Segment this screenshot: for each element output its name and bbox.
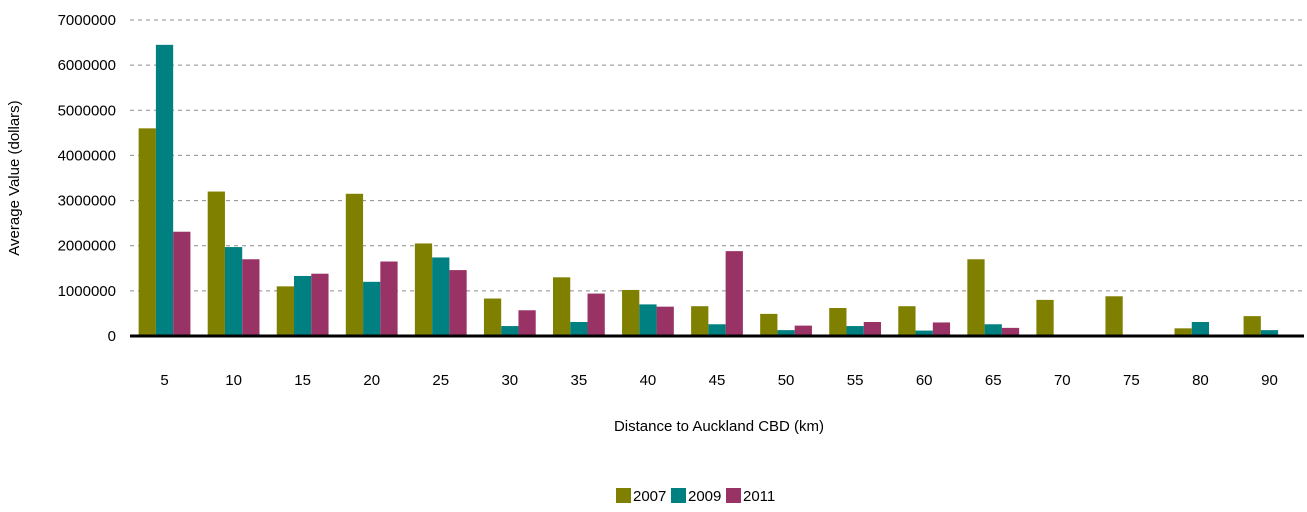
x-tick-label: 75 — [1123, 372, 1140, 389]
bar-2011-20 — [380, 261, 398, 336]
x-tick-label: 70 — [1054, 372, 1071, 389]
y-tick-label: 6000000 — [58, 57, 116, 74]
y-axis-title: Average Value (dollars) — [6, 100, 23, 255]
bar-2009-20 — [363, 281, 381, 336]
legend-label: 2007 — [633, 488, 666, 505]
x-tick-label: 10 — [225, 372, 242, 389]
y-tick-labels: 0 1000000 2000000 3000000 4000000 5000000 6000… — [58, 12, 116, 345]
bar-2007-10 — [207, 191, 225, 336]
x-tick-label: 20 — [363, 372, 380, 389]
bar-2007-25 — [414, 243, 433, 336]
gridlines — [130, 19, 1304, 292]
bar-2009-80 — [1191, 322, 1210, 336]
bar-2007-15 — [276, 286, 295, 336]
x-tick-label: 80 — [1192, 372, 1209, 389]
y-tick-label: 5000000 — [58, 102, 116, 119]
bar-2011-50 — [794, 325, 812, 336]
bar-2007-50 — [760, 313, 778, 336]
y-tick-label: 1000000 — [58, 283, 116, 300]
y-tick-label: 0 — [108, 328, 116, 345]
bar-2009-55 — [846, 326, 864, 336]
bar-2007-5 — [138, 128, 156, 336]
bar-2007-90 — [1243, 316, 1261, 336]
bar-2007-20 — [345, 193, 364, 336]
x-tick-label: 5 — [160, 372, 168, 389]
bar-2007-75 — [1105, 296, 1123, 336]
x-tick-label: 45 — [709, 372, 726, 389]
bar-2007-55 — [829, 308, 847, 336]
bar-2009-50 — [777, 330, 795, 336]
bar-2009-25 — [432, 257, 450, 336]
bar-2009-5 — [155, 44, 174, 336]
bar-2011-5 — [173, 231, 191, 336]
x-tick-label: 90 — [1261, 372, 1278, 389]
y-tick-label: 7000000 — [58, 12, 116, 29]
x-tick-labels: 5 10 15 20 25 30 35 40 45 50 55 60 65 70 75 80 90 — [160, 372, 1277, 389]
x-tick-label: 50 — [778, 372, 795, 389]
x-tick-label: 15 — [294, 372, 311, 389]
y-tick-label: 4000000 — [58, 147, 116, 164]
bar-2011-45 — [725, 251, 743, 336]
y-tick-label: 2000000 — [58, 238, 116, 255]
bar-2007-80 — [1174, 328, 1192, 336]
bar-2011-40 — [656, 306, 674, 336]
x-tick-label: 55 — [847, 372, 864, 389]
bar-2009-90 — [1260, 330, 1279, 336]
bar-2011-65 — [1001, 327, 1020, 336]
bar-2011-15 — [311, 273, 329, 336]
bar-2007-35 — [552, 277, 571, 336]
bar-2011-10 — [242, 259, 260, 336]
bar-2009-35 — [570, 322, 588, 336]
bar-2007-40 — [622, 289, 640, 336]
bar-2011-35 — [587, 293, 605, 336]
bars — [138, 44, 1279, 336]
bar-2007-60 — [898, 306, 916, 336]
legend-swatch-2007 — [616, 488, 631, 503]
bar-2007-45 — [691, 306, 709, 336]
bar-2011-25 — [449, 270, 467, 336]
bar-2009-45 — [708, 324, 726, 336]
legend-swatch-2011 — [726, 488, 741, 503]
legend-label: 2011 — [743, 488, 775, 505]
bar-2009-30 — [501, 326, 519, 336]
bar-2011-60 — [932, 322, 951, 336]
bar-2011-30 — [518, 310, 536, 336]
bar-2009-65 — [984, 324, 1002, 336]
x-tick-label: 35 — [571, 372, 588, 389]
y-tick-label: 3000000 — [58, 193, 116, 210]
x-tick-label: 40 — [640, 372, 657, 389]
bar-2009-15 — [294, 275, 312, 336]
legend-label: 2009 — [688, 488, 721, 505]
x-tick-label: 25 — [432, 372, 449, 389]
bar-2011-55 — [863, 322, 882, 336]
x-tick-label: 65 — [985, 372, 1002, 389]
bar-2007-65 — [967, 259, 985, 336]
bar-2009-40 — [639, 304, 657, 336]
legend: 2007 2009 2011 — [616, 488, 775, 505]
legend-swatch-2009 — [671, 488, 686, 503]
bar-2009-10 — [224, 247, 243, 336]
x-tick-label: 30 — [501, 372, 518, 389]
bar-2007-70 — [1036, 299, 1054, 336]
bar-2007-30 — [483, 298, 502, 336]
bar-2009-60 — [915, 330, 933, 336]
x-axis-title: Distance to Auckland CBD (km) — [614, 418, 824, 435]
x-tick-label: 60 — [916, 372, 933, 389]
